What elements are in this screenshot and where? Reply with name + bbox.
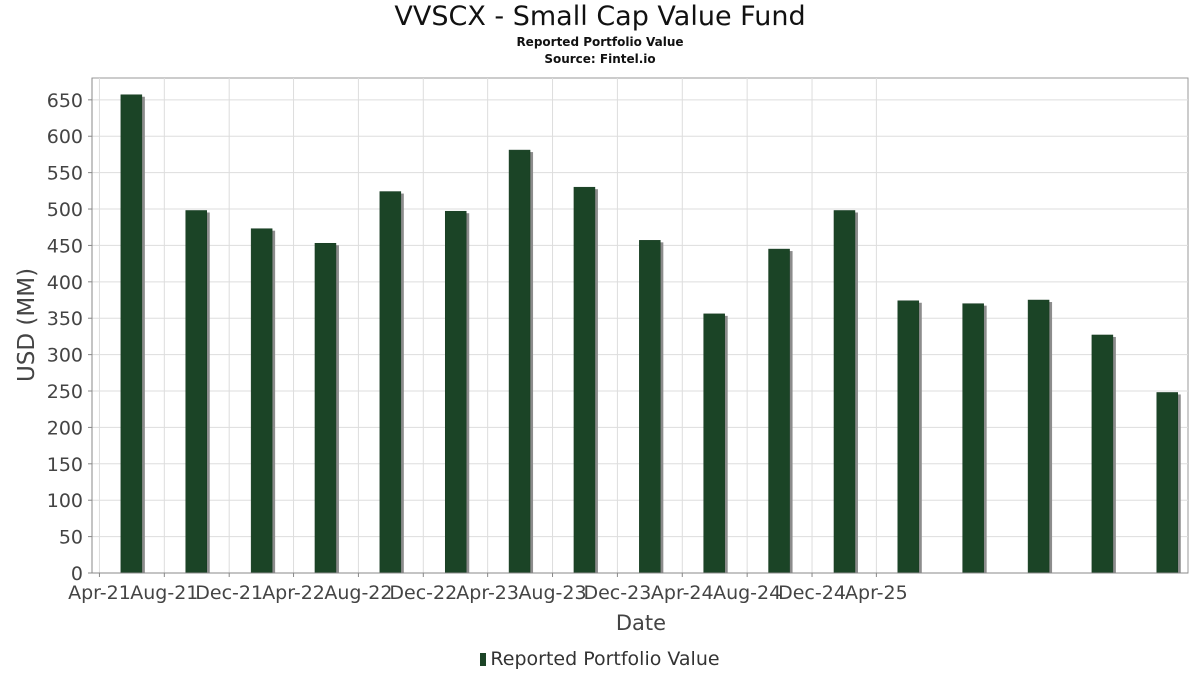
- y-axis-label: USD (MM): [14, 268, 40, 382]
- bar: [1027, 299, 1050, 574]
- bar: [185, 210, 207, 574]
- y-tick-labels: 0 50 100 150 200 250 300 350 400 450 500 550 600 650: [47, 90, 83, 585]
- x-tick-label: Dec-23: [583, 582, 651, 604]
- bar: [379, 191, 402, 574]
- bars: [120, 94, 1181, 574]
- legend: Reported Portfolio Value: [0, 647, 1200, 671]
- x-tick-label: Dec-21: [195, 582, 263, 604]
- y-tick-label: 150: [47, 454, 83, 476]
- y-tick-label: 500: [47, 199, 83, 221]
- bar: [508, 149, 531, 574]
- bar: [120, 94, 143, 574]
- y-tick-label: 450: [47, 235, 83, 257]
- bar: [703, 313, 725, 574]
- y-tick-label: 0: [71, 563, 83, 585]
- y-tick-label: 600: [47, 126, 83, 148]
- x-tick-label: Aug-22: [324, 582, 392, 604]
- axes: [91, 78, 1188, 574]
- chart-title: VVSCX - Small Cap Value Fund: [394, 1, 806, 32]
- x-axis-label: Date: [616, 611, 666, 635]
- bar: [639, 240, 661, 574]
- bar: [250, 228, 273, 574]
- bar: [1091, 334, 1114, 574]
- bar: [444, 210, 467, 574]
- y-tick-label: 350: [47, 308, 83, 330]
- x-tick-label: Dec-24: [778, 582, 846, 604]
- x-tick-label: Apr-21: [68, 582, 131, 604]
- x-tick-label: Aug-21: [130, 582, 198, 604]
- x-tick-label: Aug-23: [518, 582, 586, 604]
- y-tick-label: 50: [59, 527, 83, 549]
- y-tick-label: 650: [47, 90, 83, 112]
- legend-swatch: [480, 653, 487, 666]
- bar: [573, 186, 596, 574]
- y-tick-label: 200: [47, 417, 83, 439]
- bar: [314, 242, 337, 574]
- chart-subtitle: Reported Portfolio Value: [516, 35, 684, 49]
- x-tick-label: Aug-24: [713, 582, 781, 604]
- legend-label: Reported Portfolio Value: [490, 648, 720, 670]
- bar: [962, 303, 984, 574]
- x-tick-label: Apr-22: [262, 582, 325, 604]
- y-tick-label: 550: [47, 163, 83, 185]
- y-tick-label: 400: [47, 272, 83, 294]
- bar: [768, 248, 790, 574]
- y-tick-label: 100: [47, 490, 83, 512]
- bar: [897, 300, 920, 574]
- bar: [833, 210, 856, 574]
- x-tick-label: Dec-22: [389, 582, 457, 604]
- y-tick-label: 300: [47, 345, 83, 367]
- bar: [1156, 392, 1179, 574]
- x-tick-label: Apr-25: [845, 582, 908, 604]
- x-tick-label: Apr-23: [456, 582, 519, 604]
- y-tick-label: 250: [47, 381, 83, 403]
- x-tick-label: Apr-24: [651, 582, 714, 604]
- chart-source: Source: Fintel.io: [544, 52, 656, 66]
